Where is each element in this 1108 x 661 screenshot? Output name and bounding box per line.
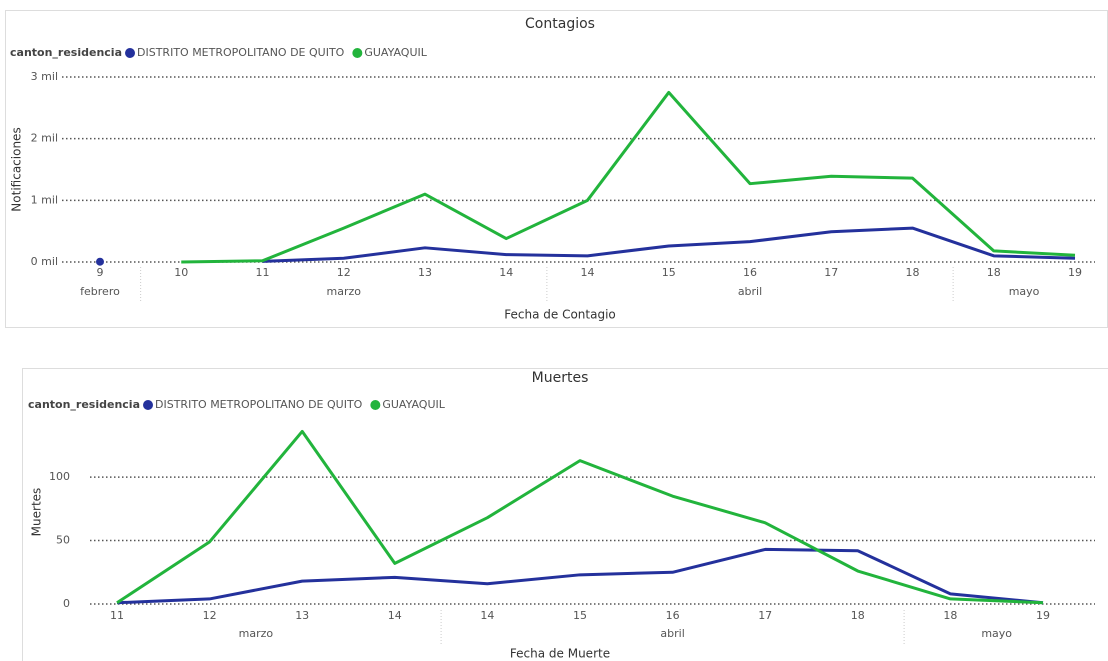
x-tick-label: 17	[758, 609, 772, 622]
y-tick-label: 100	[49, 470, 70, 483]
y-axis-label: Muertes	[30, 488, 44, 537]
x-tick-label: 14	[480, 609, 494, 622]
legend-label: GUAYAQUIL	[364, 46, 427, 59]
legend-marker	[143, 400, 154, 410]
month-label: mayo	[981, 627, 1012, 640]
x-tick-label: 13	[295, 609, 309, 622]
y-tick-label: 1 mil	[31, 193, 58, 206]
x-tick-label: 18	[906, 266, 920, 279]
legend-title: canton_residencia	[28, 398, 140, 411]
legend-label: DISTRITO METROPOLITANO DE QUITO	[155, 398, 363, 411]
y-tick-label: 3 mil	[31, 70, 58, 83]
x-tick-label: 11	[110, 609, 124, 622]
y-axis-label: Notificaciones	[10, 127, 24, 211]
x-tick-label: 14	[499, 266, 513, 279]
y-tick-label: 0 mil	[31, 255, 58, 268]
month-label: marzo	[239, 627, 274, 640]
line	[116, 429, 1044, 605]
y-tick-label: 50	[56, 534, 70, 547]
y-tick-label: 0	[63, 597, 70, 610]
y-tick-label: 2 mil	[31, 132, 58, 145]
x-tick-label: 12	[337, 266, 351, 279]
legend-label: GUAYAQUIL	[382, 398, 445, 411]
line	[116, 547, 1044, 605]
legend-marker	[370, 400, 381, 410]
x-tick-label: 15	[662, 266, 676, 279]
x-tick-label: 18	[987, 266, 1001, 279]
x-tick-label: 18	[943, 609, 957, 622]
month-label: marzo	[327, 285, 362, 298]
x-tick-label: 17	[824, 266, 838, 279]
line	[181, 90, 1076, 264]
x-tick-label: 12	[203, 609, 217, 622]
legend-label: DISTRITO METROPOLITANO DE QUITO	[137, 46, 345, 59]
x-axis-label: Fecha de Contagio	[504, 308, 616, 322]
panel	[5, 10, 1108, 328]
chart-title: Contagios	[525, 16, 595, 32]
month-label: febrero	[80, 285, 120, 298]
x-tick-label: 13	[418, 266, 432, 279]
x-tick-label: 14	[581, 266, 595, 279]
line	[262, 226, 1076, 263]
month-label: abril	[660, 627, 684, 640]
legend-marker	[125, 48, 136, 58]
x-tick-label: 18	[851, 609, 865, 622]
x-tick-label: 19	[1068, 266, 1082, 279]
panel	[22, 368, 1108, 661]
x-tick-label: 16	[743, 266, 757, 279]
x-axis-label: Fecha de Muerte	[510, 647, 610, 661]
x-tick-label: 9	[97, 266, 104, 279]
point	[96, 257, 104, 266]
chart-title: Muertes	[532, 370, 589, 386]
legend-marker	[352, 48, 363, 58]
x-tick-label: 11	[256, 266, 270, 279]
x-tick-label: 10	[174, 266, 188, 279]
x-tick-label: 16	[666, 609, 680, 622]
month-label: mayo	[1009, 285, 1040, 298]
month-label: abril	[738, 285, 762, 298]
legend-title: canton_residencia	[10, 46, 122, 59]
x-tick-label: 19	[1036, 609, 1050, 622]
x-tick-label: 15	[573, 609, 587, 622]
x-tick-label: 14	[388, 609, 402, 622]
